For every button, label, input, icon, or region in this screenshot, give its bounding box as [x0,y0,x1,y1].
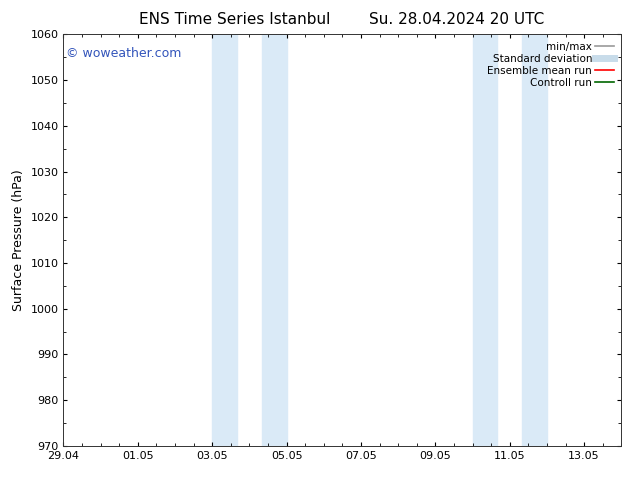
Bar [212,34,237,446]
Text: © woweather.com: © woweather.com [66,47,181,60]
Bar [262,34,287,446]
Text: Su. 28.04.2024 20 UTC: Su. 28.04.2024 20 UTC [369,12,544,27]
Y-axis label: Surface Pressure (hPa): Surface Pressure (hPa) [12,169,25,311]
Bar [472,34,498,446]
Legend: min/max, Standard deviation, Ensemble mean run, Controll run: min/max, Standard deviation, Ensemble me… [485,40,616,90]
Text: ENS Time Series Istanbul: ENS Time Series Istanbul [139,12,330,27]
Bar [522,34,547,446]
